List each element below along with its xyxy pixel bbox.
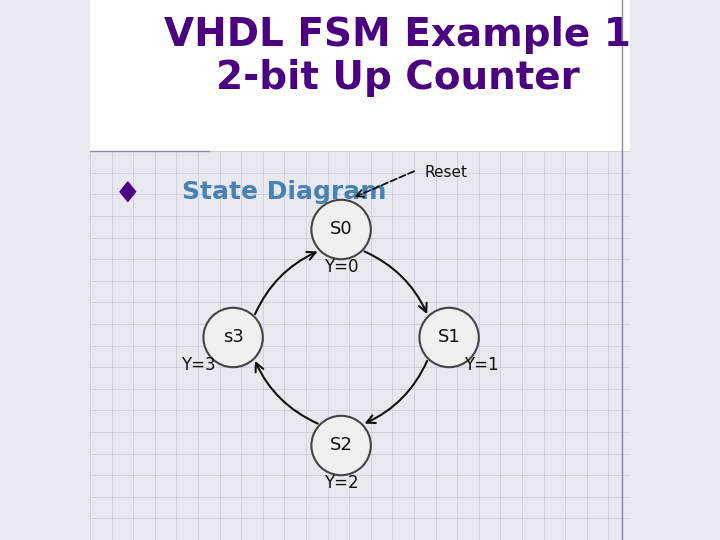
Text: Y=3: Y=3: [181, 355, 215, 374]
Circle shape: [312, 200, 371, 259]
Circle shape: [203, 308, 263, 367]
Text: S2: S2: [330, 436, 353, 455]
Text: VHDL FSM Example 1: VHDL FSM Example 1: [164, 16, 631, 54]
Circle shape: [419, 308, 479, 367]
Text: S0: S0: [330, 220, 352, 239]
Text: s3: s3: [222, 328, 243, 347]
Text: S1: S1: [438, 328, 461, 347]
FancyArrowPatch shape: [256, 363, 318, 423]
Polygon shape: [120, 182, 135, 201]
Text: 2-bit Up Counter: 2-bit Up Counter: [216, 59, 580, 97]
Text: Y=2: Y=2: [324, 474, 359, 492]
Text: Y=1: Y=1: [464, 355, 499, 374]
FancyArrowPatch shape: [364, 252, 427, 312]
FancyArrowPatch shape: [366, 361, 427, 423]
Circle shape: [312, 416, 371, 475]
FancyArrowPatch shape: [255, 252, 315, 314]
Text: Y=0: Y=0: [324, 258, 359, 276]
Text: State Diagram: State Diagram: [181, 180, 387, 204]
FancyBboxPatch shape: [90, 0, 630, 151]
Text: Reset: Reset: [425, 165, 468, 180]
